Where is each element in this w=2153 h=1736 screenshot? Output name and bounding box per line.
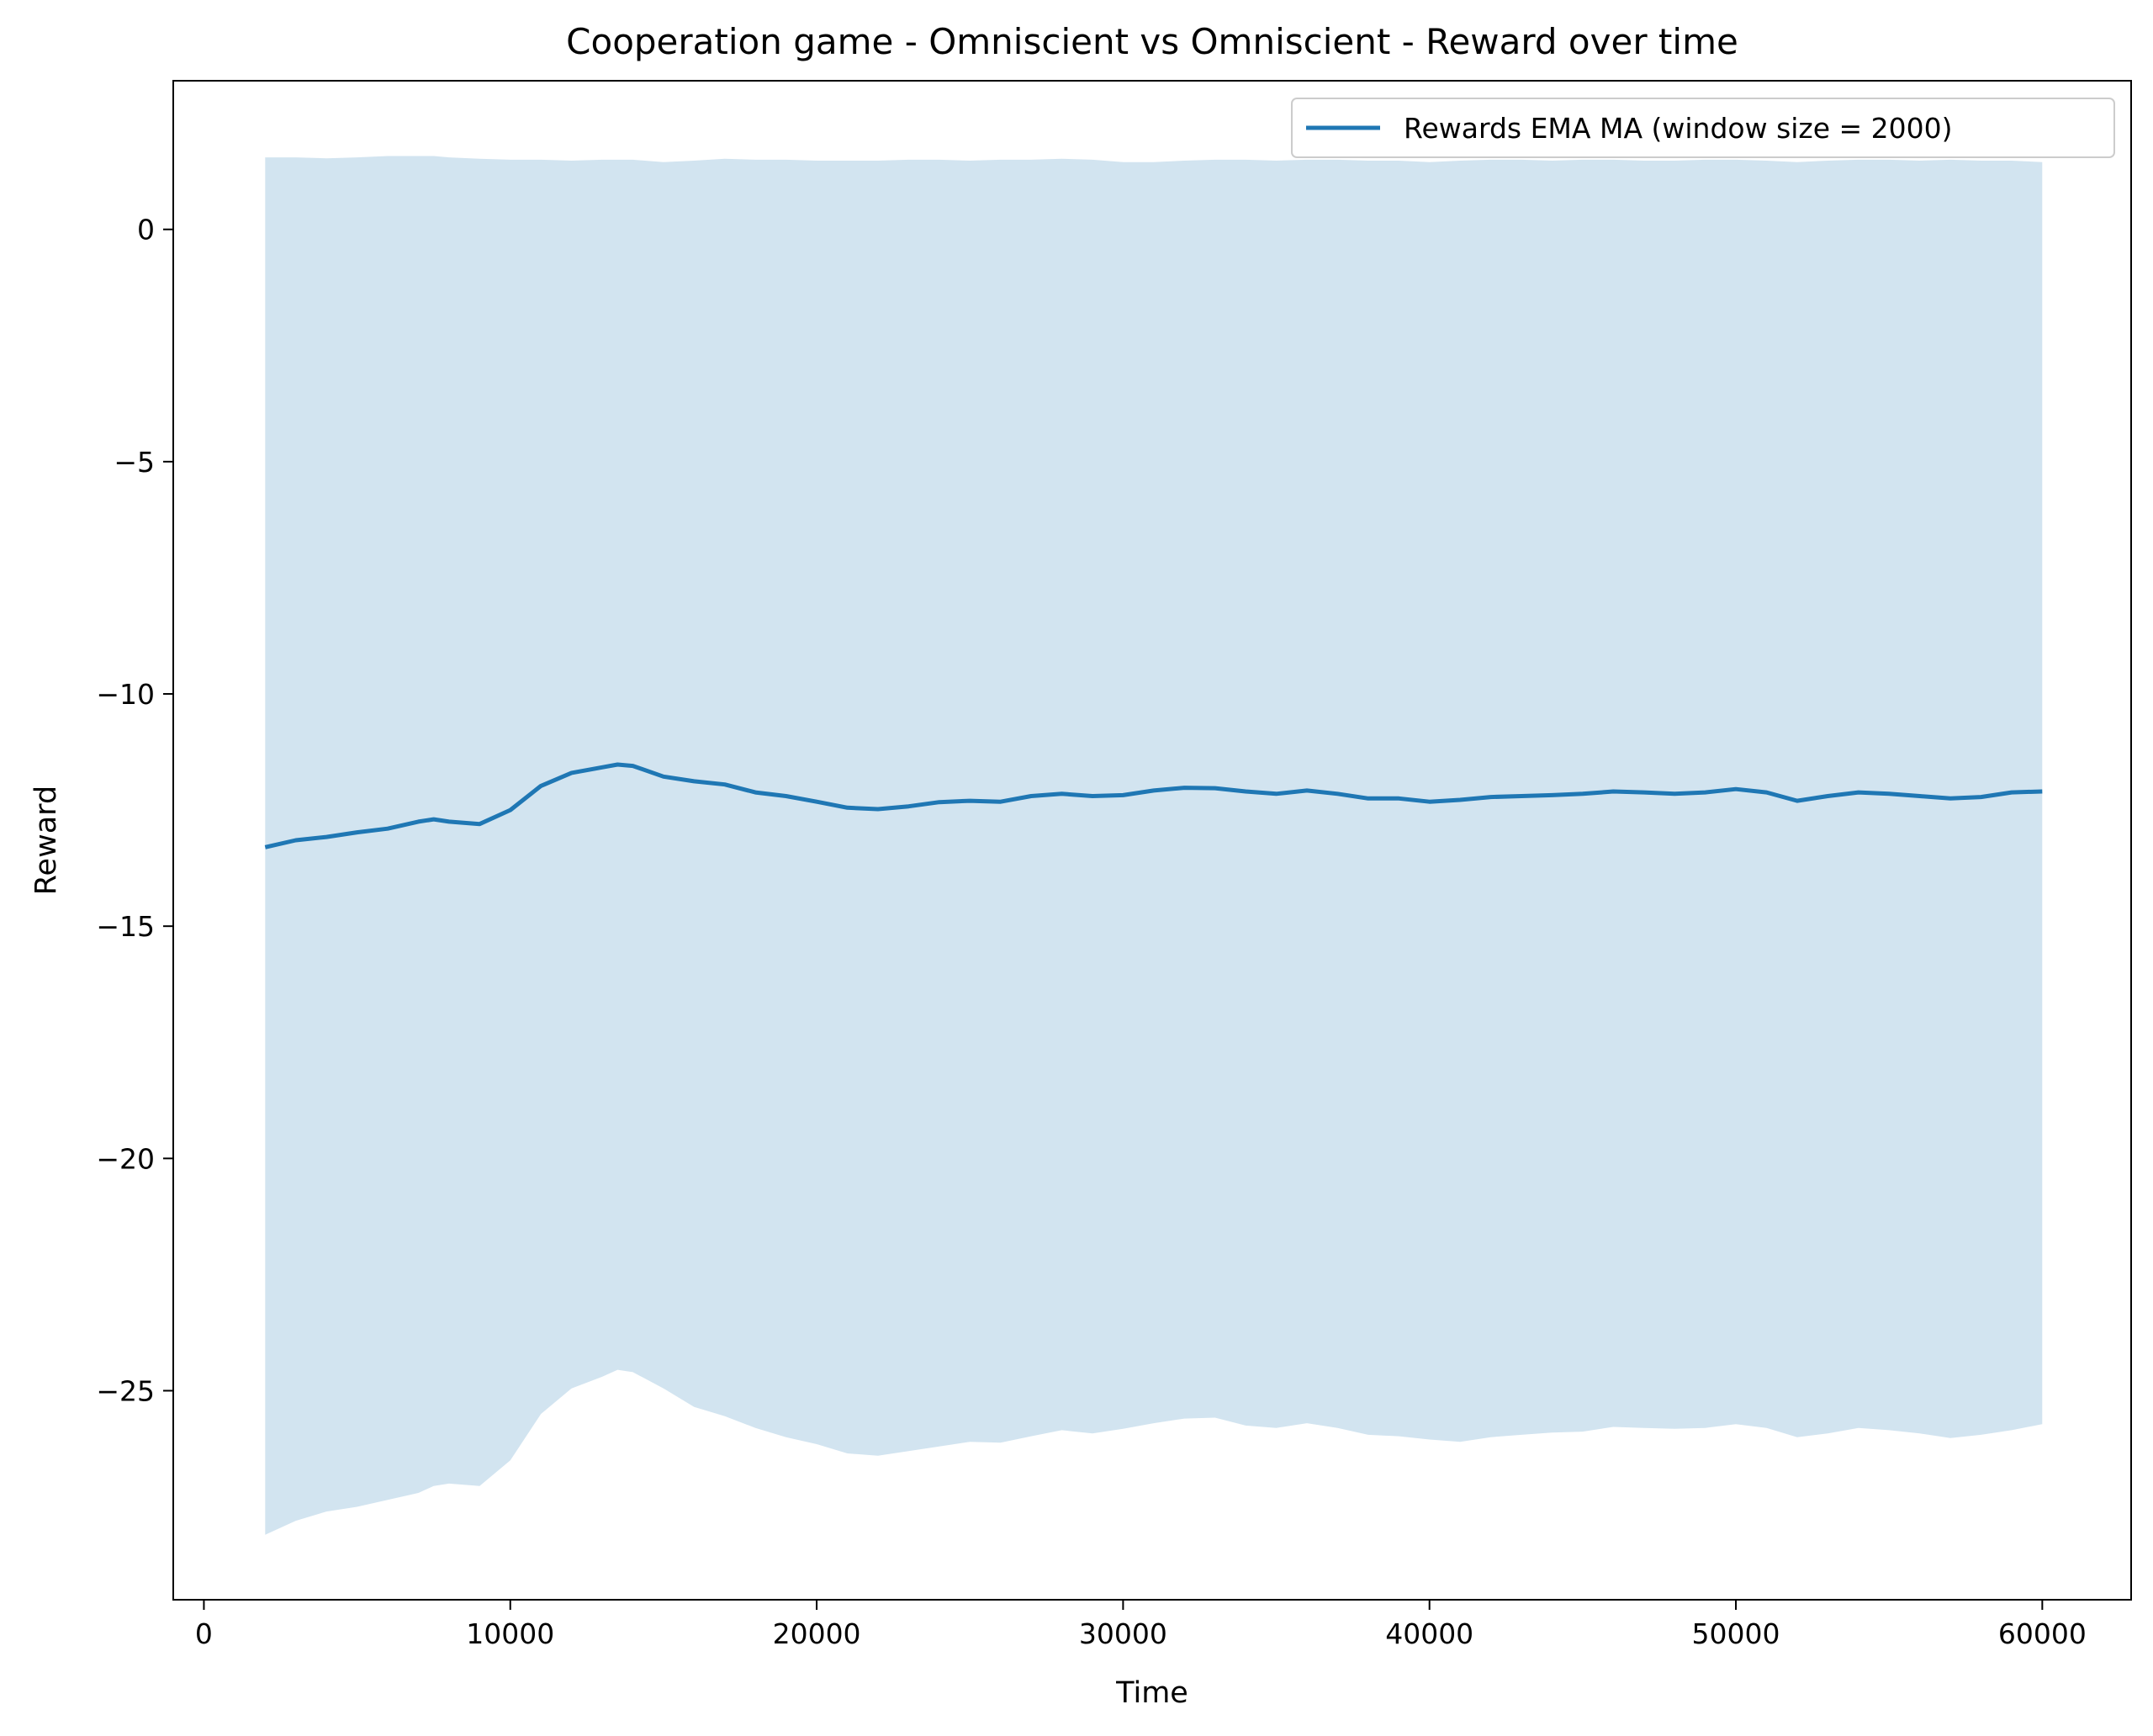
legend-label: Rewards EMA MA (window size = 2000) xyxy=(1404,112,1953,145)
y-tick-label: −15 xyxy=(96,910,155,943)
x-axis-ticks: 0 10000 20000 30000 40000 50000 60000 xyxy=(195,1600,2087,1650)
x-tick-label: 60000 xyxy=(1998,1617,2087,1650)
y-axis-label: Reward xyxy=(29,786,63,895)
x-tick-label: 10000 xyxy=(466,1617,554,1650)
std-band-layer xyxy=(265,156,2043,1535)
series-line-layer xyxy=(264,762,2043,849)
y-tick-label: 0 xyxy=(137,214,155,246)
x-tick-label: 40000 xyxy=(1385,1617,1473,1650)
x-axis-label: Time xyxy=(1115,1676,1188,1710)
y-tick-label: −25 xyxy=(96,1374,155,1407)
y-tick-label: −5 xyxy=(114,446,155,479)
series-line-rewards-ema xyxy=(264,762,2043,849)
x-tick-label: 50000 xyxy=(1692,1617,1780,1650)
legend: Rewards EMA MA (window size = 2000) xyxy=(1291,98,2115,158)
chart-title: Cooperation game - Omniscient vs Omnisci… xyxy=(566,21,1738,62)
y-axis-ticks: 0 −5 −10 −15 −20 −25 xyxy=(96,214,173,1407)
std-band xyxy=(265,156,2043,1535)
y-tick-label: −10 xyxy=(96,678,155,711)
plot-frame xyxy=(172,80,2132,1601)
y-tick-label: −20 xyxy=(96,1142,155,1175)
legend-box xyxy=(1291,98,2115,158)
x-tick-label: 30000 xyxy=(1079,1617,1167,1650)
x-tick-label: 0 xyxy=(195,1617,213,1650)
x-tick-label: 20000 xyxy=(773,1617,861,1650)
